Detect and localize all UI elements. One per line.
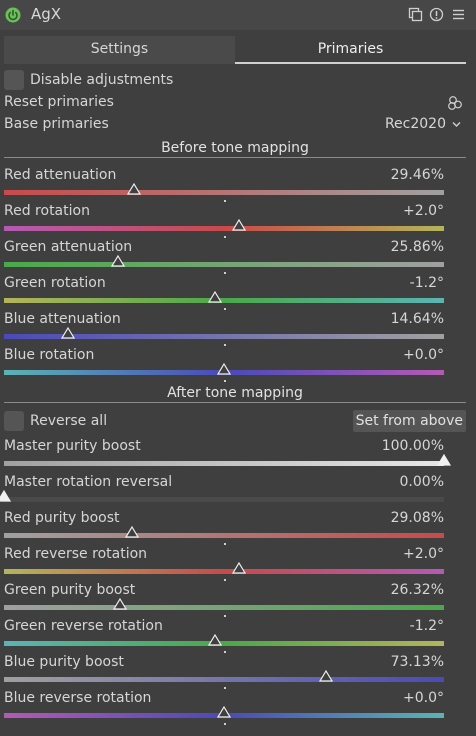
blue-purity-boost-track[interactable] (4, 677, 444, 682)
blue-attenuation-default-tick (224, 344, 226, 346)
green-attenuation-value[interactable]: 25.86% (390, 239, 444, 255)
section-before-tone-mapping: Before tone mapping (4, 140, 466, 158)
tab-primaries[interactable]: Primaries (235, 36, 466, 64)
red-rotation-default-tick (224, 236, 226, 238)
red-reverse-rotation-slider[interactable]: Red reverse rotation +2.0° (0, 546, 476, 582)
master-purity-boost-label: Master purity boost (4, 438, 141, 454)
red-rotation-label: Red rotation (4, 203, 90, 219)
red-purity-boost-track[interactable] (4, 533, 444, 538)
master-purity-boost-value[interactable]: 100.00% (381, 438, 444, 454)
power-icon[interactable] (5, 7, 21, 23)
red-reverse-rotation-track[interactable] (4, 569, 444, 574)
reset-primaries-label[interactable]: Reset primaries (4, 94, 114, 110)
blue-purity-boost-value[interactable]: 73.13% (390, 654, 444, 670)
red-attenuation-track[interactable] (4, 190, 444, 195)
red-attenuation-label: Red attenuation (4, 167, 117, 183)
red-reverse-rotation-label: Red reverse rotation (4, 546, 148, 562)
red-rotation-value[interactable]: +2.0° (403, 203, 444, 219)
blue-rotation-slider[interactable]: Blue rotation +0.0° (0, 347, 476, 383)
green-purity-boost-value[interactable]: 26.32% (390, 582, 444, 598)
blue-attenuation-slider[interactable]: Blue attenuation 14.64% (0, 311, 476, 347)
red-reverse-rotation-default-tick (224, 579, 226, 581)
reverse-all-label: Reverse all (30, 413, 108, 429)
disable-adjustments-checkbox[interactable] (4, 70, 24, 90)
green-attenuation-track[interactable] (4, 262, 444, 267)
green-rotation-slider[interactable]: Green rotation -1.2° (0, 275, 476, 311)
blue-reverse-rotation-label: Blue reverse rotation (4, 690, 152, 706)
blue-purity-boost-slider[interactable]: Blue purity boost 73.13% (0, 654, 476, 690)
reverse-all-checkbox[interactable] (4, 411, 24, 431)
base-primaries-label: Base primaries (4, 116, 109, 132)
blue-rotation-label: Blue rotation (4, 347, 95, 363)
master-purity-boost-track[interactable] (4, 461, 444, 466)
master-rotation-reversal-slider[interactable]: Master rotation reversal 0.00% (0, 474, 476, 510)
blue-attenuation-track[interactable] (4, 334, 444, 339)
red-attenuation-default-tick (224, 200, 226, 202)
master-rotation-reversal-label: Master rotation reversal (4, 474, 173, 490)
disable-adjustments-label: Disable adjustments (30, 72, 174, 88)
green-purity-boost-default-tick (224, 615, 226, 617)
red-purity-boost-value[interactable]: 29.08% (390, 510, 444, 526)
reset-primaries-icon[interactable] (447, 94, 464, 111)
red-rotation-slider[interactable]: Red rotation +2.0° (0, 203, 476, 239)
green-attenuation-default-tick (224, 272, 226, 274)
set-from-above-button[interactable]: Set from above (352, 410, 466, 432)
blue-reverse-rotation-value[interactable]: +0.0° (403, 690, 444, 706)
green-purity-boost-slider[interactable]: Green purity boost 26.32% (0, 582, 476, 618)
presets-menu-icon[interactable] (451, 7, 466, 22)
green-reverse-rotation-default-tick (224, 651, 226, 653)
red-purity-boost-default-tick (224, 543, 226, 545)
blue-purity-boost-default-tick (224, 687, 226, 689)
green-reverse-rotation-label: Green reverse rotation (4, 618, 163, 634)
green-purity-boost-track[interactable] (4, 605, 444, 610)
blue-attenuation-label: Blue attenuation (4, 311, 121, 327)
section-after-tone-mapping: After tone mapping (4, 385, 466, 403)
green-purity-boost-label: Green purity boost (4, 582, 136, 598)
blue-reverse-rotation-default-tick (224, 723, 226, 725)
module-title: AgX (31, 5, 62, 23)
green-reverse-rotation-slider[interactable]: Green reverse rotation -1.2° (0, 618, 476, 654)
red-reverse-rotation-value[interactable]: +2.0° (403, 546, 444, 562)
red-attenuation-slider[interactable]: Red attenuation 29.46% (0, 167, 476, 203)
tab-settings[interactable]: Settings (4, 36, 235, 64)
base-primaries-value[interactable]: Rec2020 (384, 116, 446, 132)
multi-instance-icon[interactable] (408, 7, 423, 22)
master-rotation-reversal-value[interactable]: 0.00% (399, 474, 444, 490)
red-attenuation-value[interactable]: 29.46% (390, 167, 444, 183)
blue-rotation-default-tick (224, 380, 226, 382)
reset-icon[interactable] (429, 7, 444, 22)
red-purity-boost-label: Red purity boost (4, 510, 120, 526)
red-purity-boost-slider[interactable]: Red purity boost 29.08% (0, 510, 476, 546)
green-rotation-default-tick (224, 308, 226, 310)
green-attenuation-slider[interactable]: Green attenuation 25.86% (0, 239, 476, 275)
red-rotation-track[interactable] (4, 226, 444, 231)
module-header: AgX (0, 0, 476, 30)
master-rotation-reversal-track[interactable] (4, 497, 444, 502)
tab-bar: Settings Primaries (4, 36, 466, 64)
master-purity-boost-slider[interactable]: Master purity boost 100.00% (0, 438, 476, 474)
blue-rotation-value[interactable]: +0.0° (403, 347, 444, 363)
green-reverse-rotation-track[interactable] (4, 641, 444, 646)
green-attenuation-label: Green attenuation (4, 239, 133, 255)
green-rotation-track[interactable] (4, 298, 444, 303)
green-rotation-value[interactable]: -1.2° (409, 275, 444, 291)
green-rotation-label: Green rotation (4, 275, 106, 291)
blue-purity-boost-label: Blue purity boost (4, 654, 124, 670)
blue-reverse-rotation-slider[interactable]: Blue reverse rotation +0.0° (0, 690, 476, 726)
green-reverse-rotation-value[interactable]: -1.2° (409, 618, 444, 634)
blue-attenuation-value[interactable]: 14.64% (390, 311, 444, 327)
chevron-down-icon[interactable] (451, 119, 462, 130)
